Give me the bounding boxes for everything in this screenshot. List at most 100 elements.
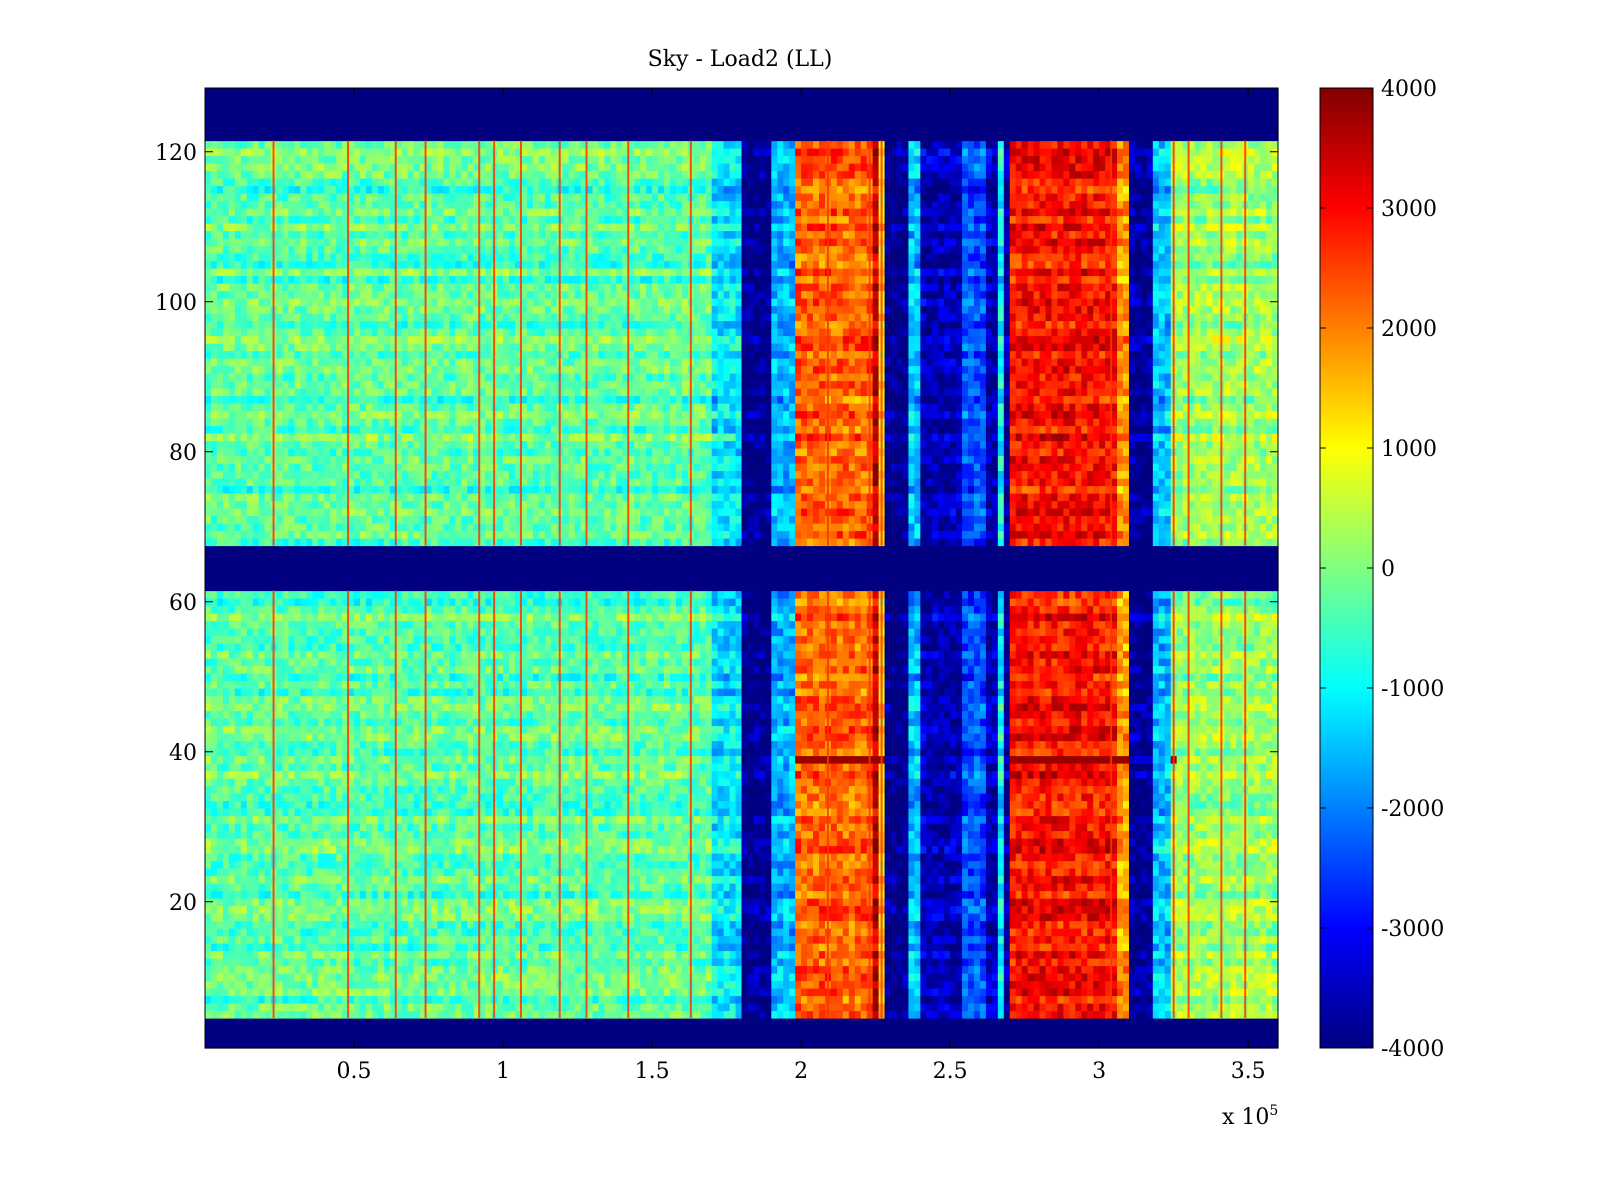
heatmap-cell bbox=[1051, 920, 1059, 929]
heatmap-cell bbox=[1081, 958, 1088, 967]
heatmap-cell bbox=[1123, 973, 1130, 982]
heatmap-cell bbox=[1212, 988, 1219, 997]
heatmap-cell bbox=[437, 920, 445, 929]
heatmap-cell bbox=[860, 1033, 868, 1042]
heatmap-cell bbox=[467, 868, 474, 877]
heatmap-cell bbox=[1063, 920, 1070, 929]
heatmap-cell bbox=[1164, 875, 1172, 884]
heatmap-cell bbox=[431, 860, 439, 869]
heatmap-cell bbox=[1111, 965, 1118, 974]
heatmap-cell bbox=[586, 943, 594, 952]
heatmap-cell bbox=[926, 1010, 933, 1019]
heatmap-cell bbox=[1164, 965, 1172, 974]
heatmap-cell bbox=[1176, 950, 1184, 959]
heatmap-cell bbox=[318, 1018, 325, 1027]
heatmap-cell bbox=[842, 853, 850, 862]
heatmap-cell bbox=[467, 995, 474, 1004]
heatmap-cell bbox=[526, 860, 534, 869]
heatmap-cell bbox=[711, 928, 719, 937]
heatmap-cell bbox=[258, 1033, 266, 1042]
heatmap-cell bbox=[330, 1003, 337, 1012]
heatmap-cell bbox=[389, 1025, 397, 1034]
heatmap-cell bbox=[312, 965, 319, 974]
heatmap-cell bbox=[413, 845, 421, 854]
heatmap-cell bbox=[699, 853, 707, 862]
heatmap-cell bbox=[1152, 1018, 1160, 1027]
heatmap-cell bbox=[1117, 1040, 1124, 1049]
heatmap-cell bbox=[968, 913, 975, 922]
heatmap-cell bbox=[985, 928, 993, 937]
heatmap-cell bbox=[854, 950, 862, 959]
heatmap-cell bbox=[1021, 890, 1029, 899]
heatmap-cell bbox=[1033, 860, 1041, 869]
heatmap-cell bbox=[1051, 928, 1059, 937]
heatmap-cell bbox=[705, 890, 713, 899]
heatmap-cell bbox=[1128, 935, 1136, 944]
heatmap-cell bbox=[777, 868, 784, 877]
heatmap-cell bbox=[568, 890, 576, 899]
heatmap-cell bbox=[854, 1010, 862, 1019]
heatmap-cell bbox=[1140, 920, 1148, 929]
heatmap-cell bbox=[848, 853, 856, 862]
heatmap-cell bbox=[1075, 928, 1082, 937]
heatmap-cell bbox=[258, 890, 266, 899]
heatmap-cell bbox=[1027, 1018, 1035, 1027]
heatmap-cell bbox=[246, 875, 254, 884]
heatmap-cell bbox=[586, 1033, 594, 1042]
heatmap-cell bbox=[568, 838, 576, 847]
heatmap-cell bbox=[1230, 1003, 1237, 1012]
heatmap-cell bbox=[389, 980, 397, 989]
heatmap-cell bbox=[979, 958, 987, 967]
heatmap-cell bbox=[348, 965, 355, 974]
heatmap-cell bbox=[693, 995, 701, 1004]
heatmap-cell bbox=[526, 928, 534, 937]
heatmap-cell bbox=[574, 890, 582, 899]
heatmap-cell bbox=[681, 920, 689, 929]
heatmap-cell bbox=[389, 935, 397, 944]
heatmap-cell bbox=[777, 1025, 784, 1034]
heatmap-cell bbox=[765, 980, 772, 989]
heatmap-cell bbox=[240, 973, 248, 982]
heatmap-cell bbox=[532, 958, 540, 967]
heatmap-cell bbox=[288, 980, 296, 989]
heatmap-cell bbox=[312, 950, 319, 959]
heatmap-cell bbox=[908, 1033, 915, 1042]
heatmap-cell bbox=[264, 838, 272, 847]
heatmap-cell bbox=[514, 838, 522, 847]
heatmap-cell bbox=[520, 928, 528, 937]
heatmap-cell bbox=[753, 958, 760, 967]
heatmap-cell bbox=[455, 1025, 462, 1034]
heatmap-cell bbox=[938, 868, 945, 877]
heatmap-cell bbox=[348, 845, 355, 854]
heatmap-cell bbox=[1194, 965, 1202, 974]
heatmap-cell bbox=[473, 913, 480, 922]
heatmap-cell bbox=[1051, 1010, 1059, 1019]
heatmap-cell bbox=[497, 920, 504, 929]
heatmap-cell bbox=[443, 965, 450, 974]
heatmap-cell bbox=[431, 920, 439, 929]
heatmap-cell bbox=[979, 890, 987, 899]
heatmap-cell bbox=[1134, 1040, 1142, 1049]
heatmap-cell bbox=[818, 898, 826, 907]
heatmap-cell bbox=[210, 995, 218, 1004]
heatmap-cell bbox=[956, 898, 963, 907]
heatmap-cell bbox=[1272, 883, 1279, 892]
heatmap-cell bbox=[437, 883, 445, 892]
heatmap-cell bbox=[407, 973, 415, 982]
heatmap-cell bbox=[1021, 950, 1029, 959]
heatmap-cell bbox=[586, 890, 594, 899]
heatmap-cell bbox=[1224, 890, 1231, 899]
heatmap-cell bbox=[550, 838, 558, 847]
heatmap-cell bbox=[711, 958, 719, 967]
heatmap-cell bbox=[646, 1003, 653, 1012]
heatmap-cell bbox=[1081, 965, 1088, 974]
heatmap-cell bbox=[908, 935, 915, 944]
heatmap-cell bbox=[634, 898, 641, 907]
heatmap-cell bbox=[628, 875, 635, 884]
heatmap-cell bbox=[950, 1025, 957, 1034]
heatmap-cell bbox=[1176, 988, 1184, 997]
heatmap-cell bbox=[664, 965, 671, 974]
heatmap-cell bbox=[842, 988, 850, 997]
heatmap-cell bbox=[1212, 890, 1219, 899]
heatmap-cell bbox=[383, 973, 391, 982]
